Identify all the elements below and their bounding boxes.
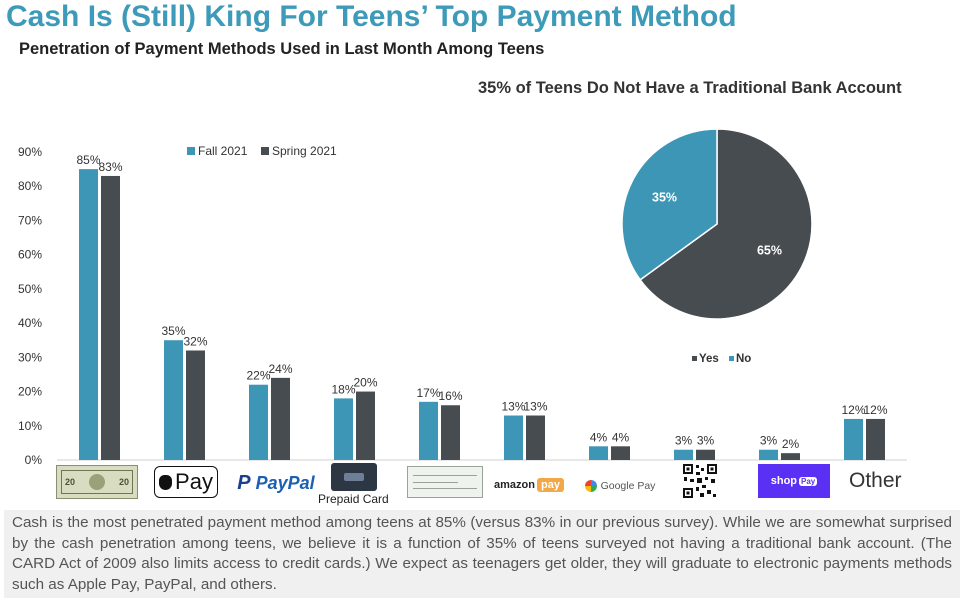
data-label: 4% [612, 430, 630, 444]
bar-spring [866, 418, 885, 460]
paypal-text: PayPal [255, 472, 315, 493]
data-label: 12% [841, 403, 865, 417]
data-label: 3% [697, 434, 715, 448]
data-label: 32% [183, 334, 207, 348]
shop-pay-badge: Pay [799, 476, 818, 486]
y-tick-label: 10% [18, 419, 42, 433]
amazon-pay-badge: pay [537, 478, 564, 492]
y-tick-label: 60% [18, 248, 42, 262]
bar-spring [441, 405, 460, 460]
legend-label: Spring 2021 [272, 144, 337, 158]
legend-swatch-spring [261, 147, 269, 155]
y-tick-label: 30% [18, 350, 42, 364]
bar-spring [186, 350, 205, 460]
bar-fall [504, 415, 523, 460]
pie-data-label: 35% [652, 190, 677, 204]
legend-swatch-fall [187, 147, 195, 155]
y-tick-label: 70% [18, 213, 42, 227]
pie-legend: Yes No [692, 353, 751, 365]
data-label: 83% [98, 160, 122, 174]
check-icon [407, 466, 483, 498]
y-tick-label: 0% [25, 453, 43, 467]
google-pay-text: Google Pay [600, 480, 656, 492]
bar-spring [356, 391, 375, 460]
pie-slice-no [621, 128, 718, 281]
y-tick-label: 80% [18, 179, 42, 193]
shop-pay-text: shop [770, 475, 798, 487]
data-label: 3% [675, 434, 693, 448]
bar-spring [611, 446, 630, 460]
y-tick-label: 40% [18, 316, 42, 330]
bar-fall [419, 401, 438, 460]
apple-pay-logo: Pay [154, 466, 218, 498]
legend: Fall 2021 Spring 2021 [187, 144, 337, 158]
bar-fall [249, 384, 268, 460]
y-tick-label: 90% [18, 145, 42, 159]
amazon-pay-logo: amazon pay [494, 473, 564, 497]
bar-spring [696, 449, 715, 460]
chart-subtitle: Penetration of Payment Methods Used in L… [19, 40, 545, 58]
bar-spring [781, 453, 800, 460]
bar-fall [674, 449, 693, 460]
paypal-logo: P PayPal [236, 470, 316, 496]
data-label: 13% [501, 400, 525, 414]
bar-chart: 0%10%20%30%40%50%60%70%80%90%85%83%35%32… [18, 144, 907, 467]
data-label: 85% [76, 153, 100, 167]
bar-spring [526, 415, 545, 460]
pie-legend-swatch [692, 356, 697, 361]
amazon-text: amazon [494, 479, 535, 491]
pie-legend-label: Yes [699, 353, 719, 365]
bar-fall [589, 446, 608, 460]
pie-chart: 65% 35% Yes No [621, 128, 813, 365]
data-label: 35% [161, 324, 185, 338]
bar-fall [334, 398, 353, 460]
pie-legend-swatch [729, 356, 734, 361]
pie-title: 35% of Teens Do Not Have a Traditional B… [478, 79, 902, 97]
bar-spring [101, 175, 120, 460]
data-label: 24% [268, 362, 292, 376]
data-label: 13% [523, 400, 547, 414]
data-label: 17% [416, 386, 440, 400]
data-label: 4% [590, 430, 608, 444]
bar-fall [759, 449, 778, 460]
cash-bill-icon: 20 20 [56, 465, 138, 499]
data-label: 18% [331, 382, 355, 396]
summary-text: Cash is the most penetrated payment meth… [4, 510, 960, 598]
prepaid-card-label: Prepaid Card [318, 492, 389, 506]
page-title: Cash Is (Still) King For Teens’ Top Paym… [6, 0, 737, 33]
data-label: 2% [782, 437, 800, 451]
bar-spring [271, 377, 290, 460]
apple-icon [159, 474, 173, 490]
pie-legend-label: No [736, 353, 751, 365]
other-label: Other [849, 469, 902, 492]
data-label: 20% [353, 376, 377, 390]
y-tick-label: 50% [18, 282, 42, 296]
google-pay-icon [584, 480, 597, 492]
data-label: 3% [760, 434, 778, 448]
bar-fall [844, 418, 863, 460]
data-label: 22% [246, 369, 270, 383]
bar-fall [164, 340, 183, 460]
pie-slice-yes [639, 128, 813, 320]
data-label: 16% [438, 389, 462, 403]
y-tick-label: 20% [18, 385, 42, 399]
apple-pay-text: Pay [175, 469, 213, 494]
data-label: 12% [863, 403, 887, 417]
pie-data-label: 65% [757, 244, 782, 258]
paypal-icon: P [237, 471, 251, 494]
google-pay-logo: Google Pay [584, 476, 656, 496]
legend-label: Fall 2021 [198, 144, 248, 158]
bar-fall [79, 169, 98, 460]
